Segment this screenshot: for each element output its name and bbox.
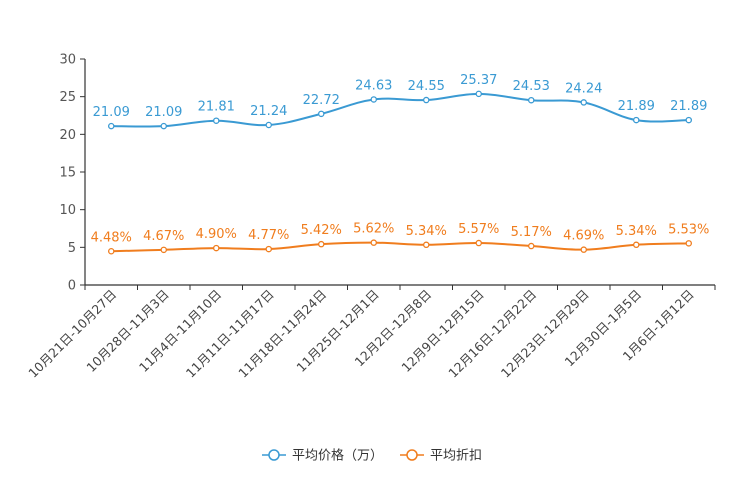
data-point	[265, 121, 272, 129]
data-label: 22.72	[303, 93, 340, 108]
data-point	[317, 110, 325, 118]
y-tick-label: 10	[59, 203, 76, 218]
y-tick-label: 0	[68, 279, 76, 294]
chart-series: 21.09 21.09 21.81 21.24 22.72 24.63 24.55 25.37…	[91, 73, 709, 255]
data-label: 5.17%	[511, 225, 552, 240]
legend-label: 平均价格（万）	[292, 448, 383, 464]
data-label: 5.34%	[406, 224, 447, 239]
data-label: 21.09	[145, 105, 182, 120]
x-tick-label: 12月16日-12月22日	[445, 287, 539, 381]
data-label: 5.57%	[458, 222, 499, 237]
data-label: 5.53%	[668, 222, 709, 237]
data-label: 5.34%	[616, 224, 657, 239]
data-label: 4.69%	[563, 229, 604, 244]
data-point	[528, 242, 535, 250]
data-label: 24.53	[513, 79, 550, 94]
chart-axes: 05101520253010月21日-10月27日10月28日-11月3日11月…	[25, 53, 716, 381]
data-point	[265, 245, 272, 253]
y-tick-label: 15	[59, 166, 76, 181]
data-label: 5.42%	[301, 223, 342, 238]
series-2: 4.48% 4.67% 4.90% 4.77% 5.42% 5.62% 5.34% 5.57%…	[91, 222, 709, 255]
data-label: 5.62%	[353, 222, 394, 237]
data-point	[475, 90, 482, 98]
data-label: 24.55	[408, 79, 445, 94]
y-tick-label: 25	[59, 90, 76, 105]
legend-marker-icon	[268, 449, 280, 461]
data-point	[685, 116, 693, 124]
y-tick-label: 20	[59, 128, 76, 143]
data-label: 21.89	[670, 99, 707, 114]
series-line	[111, 92, 689, 128]
data-point	[108, 248, 115, 255]
data-point	[212, 117, 220, 124]
data-point	[580, 246, 588, 253]
data-point	[370, 239, 377, 246]
data-label: 21.89	[618, 99, 655, 114]
data-label: 21.24	[250, 104, 287, 119]
data-point	[475, 239, 482, 247]
legend-label: 平均折扣	[430, 449, 482, 464]
y-tick-label: 30	[59, 53, 76, 68]
series-1: 21.09 21.09 21.81 21.24 22.72 24.63 24.55 25.37…	[93, 73, 707, 130]
data-point	[317, 240, 325, 248]
data-point	[160, 246, 167, 254]
data-label: 4.90%	[196, 227, 237, 242]
data-label: 21.81	[198, 100, 235, 115]
x-tick-label: 11月11日-11月17日	[183, 287, 277, 381]
data-point	[370, 96, 377, 103]
series-line	[111, 241, 689, 253]
y-tick-label: 5	[68, 241, 76, 256]
legend-item-2[interactable]: 平均折扣	[400, 449, 482, 464]
data-label: 4.48%	[91, 230, 132, 245]
data-label: 24.24	[565, 81, 602, 96]
data-point	[580, 99, 588, 106]
data-point	[212, 244, 220, 252]
legend-marker-icon	[406, 449, 418, 461]
data-label: 4.67%	[143, 229, 184, 244]
x-tick-label: 11月18日-11月24日	[235, 287, 329, 381]
data-point	[528, 96, 535, 104]
data-label: 24.63	[355, 78, 392, 93]
data-point	[422, 241, 430, 249]
data-point	[160, 122, 167, 130]
data-label: 4.77%	[248, 228, 289, 243]
x-tick-label: 12月23日-12月29日	[498, 287, 592, 381]
data-point	[108, 122, 115, 130]
chart-legend: 平均价格（万） 平均折扣	[262, 448, 482, 464]
data-label: 25.37	[460, 73, 497, 88]
legend-item-1[interactable]: 平均价格（万）	[262, 448, 383, 464]
data-point	[633, 116, 640, 124]
x-tick-label: 10月21日-10月27日	[25, 287, 119, 381]
data-label: 21.09	[93, 105, 130, 120]
data-point	[685, 240, 693, 247]
data-point	[633, 241, 640, 249]
data-point	[422, 96, 430, 104]
